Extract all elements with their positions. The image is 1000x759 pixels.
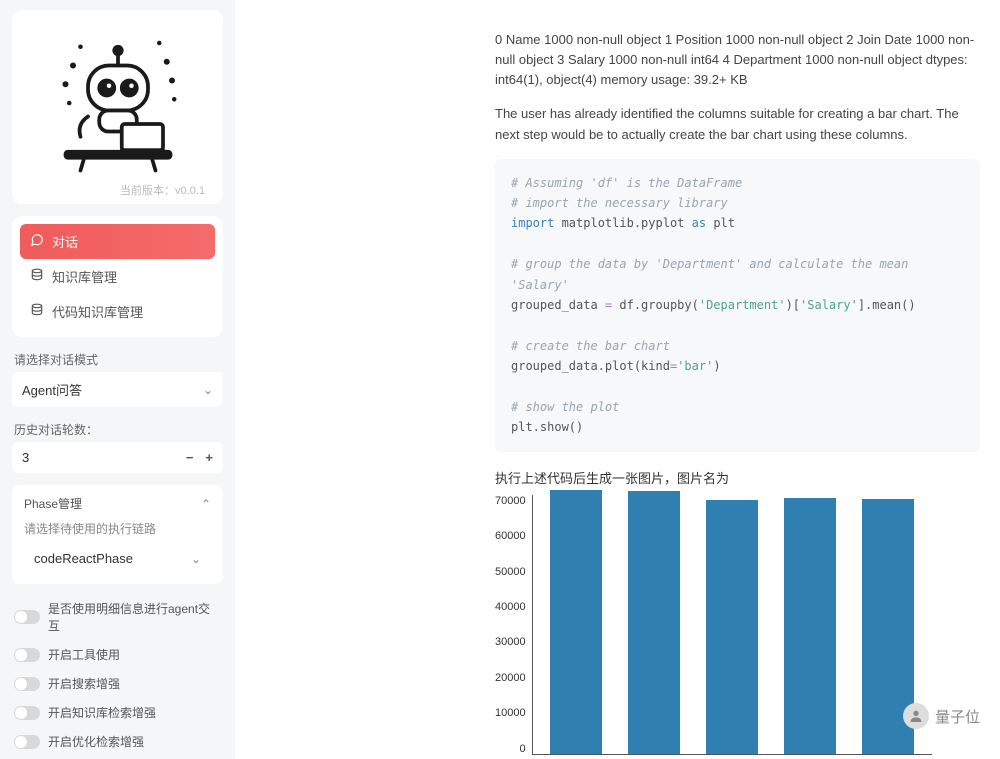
ytick-label: 20000 <box>495 672 526 684</box>
ytick-label: 60000 <box>495 530 526 542</box>
main-content: 0 Name 1000 non-null object 1 Position 1… <box>235 0 1000 759</box>
history-value: 3 <box>22 450 29 465</box>
nav-item-label: 代码知识库管理 <box>52 302 143 321</box>
mode-select-value: Agent问答 <box>22 380 82 399</box>
dtype-output: 0 Name 1000 non-null object 1 Position 1… <box>495 30 980 90</box>
mode-select[interactable]: Agent问答 ⌄ <box>12 372 223 407</box>
toggle-label: 开启搜索增强 <box>48 675 120 692</box>
watermark-avatar-icon <box>903 703 929 729</box>
chart-plot-area <box>532 495 932 755</box>
chart-bar <box>628 491 680 754</box>
chart-yaxis: 70000 60000 50000 40000 30000 20000 10000 0 <box>495 495 532 755</box>
toggle-list: 是否使用明细信息进行agent交互开启工具使用开启搜索增强开启知识库检索增强开启… <box>12 594 223 756</box>
toggle-label: 开启优化检索增强 <box>48 733 144 750</box>
toggle-label: 开启工具使用 <box>48 646 120 663</box>
logo-card: 当前版本：v0.0.1 <box>12 10 223 204</box>
nav-item-label: 知识库管理 <box>52 267 117 286</box>
nav-card: 对话知识库管理代码知识库管理 <box>12 216 223 337</box>
ytick-label: 70000 <box>495 495 526 507</box>
toggle-row: 开启优化检索增强 <box>12 727 223 756</box>
stepper-minus-icon[interactable]: − <box>186 450 194 465</box>
ytick-label: 40000 <box>495 601 526 613</box>
toggle-switch[interactable] <box>14 735 40 749</box>
chart-bar <box>550 490 602 754</box>
db-icon <box>30 268 44 285</box>
toggle-row: 开启知识库检索增强 <box>12 698 223 727</box>
chevron-down-icon: ⌄ <box>191 552 201 566</box>
robot-logo-icon <box>43 28 193 178</box>
sidebar: 当前版本：v0.0.1 对话知识库管理代码知识库管理 请选择对话模式 Agent… <box>0 0 235 759</box>
toggle-label: 是否使用明细信息进行agent交互 <box>48 600 221 634</box>
sidebar-nav-item[interactable]: 代码知识库管理 <box>20 294 215 329</box>
watermark: 量子位 <box>903 703 980 729</box>
ytick-label: 50000 <box>495 566 526 578</box>
chart-bar <box>706 500 758 753</box>
sidebar-nav-item[interactable]: 知识库管理 <box>20 259 215 294</box>
phase-select[interactable]: codeReactPhase ⌄ <box>24 543 211 574</box>
phase-subtitle: 请选择待使用的执行链路 <box>24 520 211 537</box>
chart-caption: 执行上述代码后生成一张图片，图片名为 <box>495 468 980 487</box>
toggle-switch[interactable] <box>14 610 40 624</box>
ytick-label: 10000 <box>495 707 526 719</box>
toggle-row: 开启搜索增强 <box>12 669 223 698</box>
toggle-switch[interactable] <box>14 706 40 720</box>
bar-chart: 700006000050000400003000020000100000 Des… <box>495 495 965 759</box>
nav-item-label: 对话 <box>52 232 78 251</box>
sidebar-nav-item[interactable]: 对话 <box>20 224 215 259</box>
followup-text: The user has already identified the colu… <box>495 104 980 144</box>
db-icon <box>30 303 44 320</box>
code-block: # Assuming 'df' is the DataFrame# import… <box>495 159 980 452</box>
toggle-switch[interactable] <box>14 648 40 662</box>
chart-bar <box>784 498 836 754</box>
version-label: 当前版本：v0.0.1 <box>120 182 205 198</box>
mode-label: 请选择对话模式 <box>14 351 221 368</box>
phase-card: Phase管理 ⌃ 请选择待使用的执行链路 codeReactPhase ⌄ <box>12 485 223 584</box>
history-stepper[interactable]: 3 − + <box>12 442 223 473</box>
watermark-text: 量子位 <box>935 706 980 727</box>
chevron-down-icon: ⌄ <box>203 383 213 397</box>
phase-title: Phase管理 <box>24 495 82 512</box>
toggle-label: 开启知识库检索增强 <box>48 704 156 721</box>
ytick-label: 30000 <box>495 636 526 648</box>
ytick-label: 0 <box>519 743 525 755</box>
toggle-switch[interactable] <box>14 677 40 691</box>
chevron-up-icon[interactable]: ⌃ <box>201 497 211 511</box>
history-label: 历史对话轮数： <box>14 421 221 438</box>
chat-icon <box>30 233 44 250</box>
phase-select-value: codeReactPhase <box>34 551 133 566</box>
toggle-row: 是否使用明细信息进行agent交互 <box>12 594 223 640</box>
toggle-row: 开启工具使用 <box>12 640 223 669</box>
stepper-plus-icon[interactable]: + <box>205 450 213 465</box>
